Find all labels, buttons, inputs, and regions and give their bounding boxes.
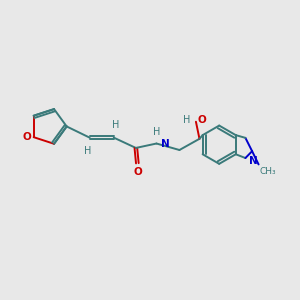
Text: O: O xyxy=(197,115,206,125)
Text: CH₃: CH₃ xyxy=(260,167,276,176)
Text: O: O xyxy=(22,132,31,142)
Text: N: N xyxy=(249,156,257,166)
Text: O: O xyxy=(134,167,142,177)
Text: H: H xyxy=(112,120,119,130)
Text: H: H xyxy=(183,115,190,125)
Text: H: H xyxy=(84,146,91,156)
Text: N: N xyxy=(160,139,169,149)
Text: H: H xyxy=(153,127,161,137)
